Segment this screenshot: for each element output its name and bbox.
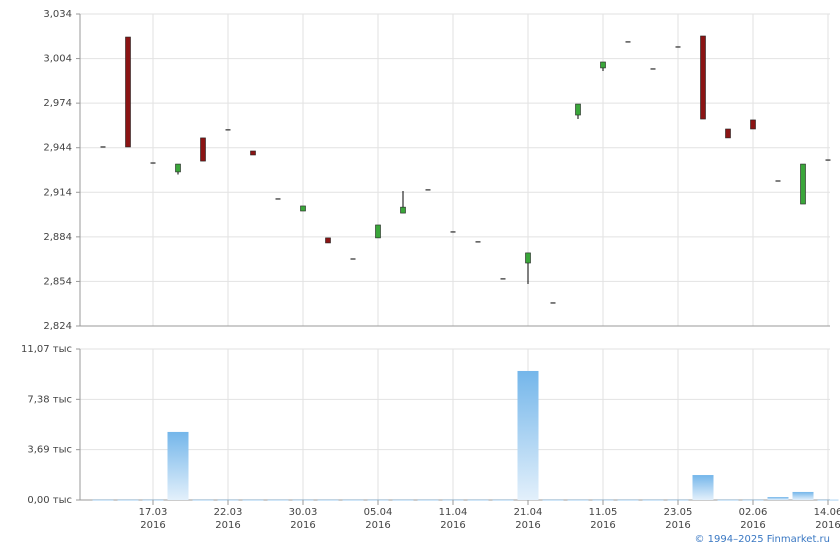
candle-body	[600, 61, 606, 69]
candle-body	[700, 35, 706, 120]
x-tick-label: 17.03 2016	[138, 507, 168, 531]
candle-body	[525, 252, 531, 264]
candle-body	[175, 163, 181, 173]
volume-bar	[792, 491, 814, 500]
volume-bar	[517, 370, 539, 500]
volume-bar	[767, 496, 789, 500]
y-tick-label: 3,004	[43, 54, 72, 65]
volume-bar	[417, 499, 439, 501]
x-tick-label: 22.03 2016	[213, 507, 243, 531]
volume-bar	[642, 499, 664, 501]
volume-bar	[717, 499, 739, 501]
candle-body	[750, 119, 756, 130]
volume-bar	[542, 499, 564, 501]
candle-body	[725, 128, 731, 139]
footer: © 1994–2025 Finmarket.ru	[694, 534, 830, 545]
y-tick-label: 2,944	[43, 143, 72, 154]
x-tick-label: 02.06 2016	[738, 507, 768, 531]
candle-body	[125, 36, 131, 148]
volume-bar	[267, 499, 289, 501]
volume-bar	[492, 499, 514, 501]
volume-bar	[342, 499, 364, 501]
x-tick-label: 11.05 2016	[588, 507, 618, 531]
volume-bar	[317, 499, 339, 501]
volume-bar	[192, 499, 214, 501]
y-tick-label: 2,854	[43, 276, 72, 287]
y-tick-label: 2,824	[43, 321, 72, 332]
y-tick-label: 3,69 тыс	[27, 445, 72, 456]
candle-body	[800, 163, 806, 205]
x-tick-label: 05.04 2016	[363, 507, 393, 531]
candle-body	[250, 150, 256, 156]
volume-bar	[567, 499, 589, 501]
volume-bar	[467, 499, 489, 501]
candle-body	[400, 206, 406, 214]
volume-bar	[242, 499, 264, 501]
y-tick-label: 7,38 тыс	[27, 394, 72, 405]
y-tick-label: 0,00 тыс	[27, 495, 72, 506]
volume-bar	[692, 475, 714, 500]
x-tick-label: 21.04 2016	[513, 507, 543, 531]
x-tick-label: 11.04 2016	[438, 507, 468, 531]
candle-body	[325, 237, 331, 244]
volume-bar	[117, 499, 139, 501]
x-tick-label: 23.05 2016	[663, 507, 693, 531]
candle-body	[200, 137, 206, 162]
y-tick-label: 2,914	[43, 187, 72, 198]
candle-body	[375, 224, 381, 239]
y-tick-label: 3,034	[43, 9, 72, 20]
candle-body	[575, 103, 581, 116]
x-tick-label: 14.06 2016	[813, 507, 840, 531]
x-tick-label: 30.03 2016	[288, 507, 318, 531]
y-tick-label: 2,884	[43, 232, 72, 243]
volume-bar	[617, 499, 639, 501]
candle-body	[300, 205, 306, 212]
y-tick-label: 11,07 тыс	[21, 344, 72, 355]
volume-bar	[92, 499, 114, 501]
y-tick-label: 2,974	[43, 98, 72, 109]
volume-bar	[392, 499, 414, 501]
volume-bar	[167, 431, 189, 500]
